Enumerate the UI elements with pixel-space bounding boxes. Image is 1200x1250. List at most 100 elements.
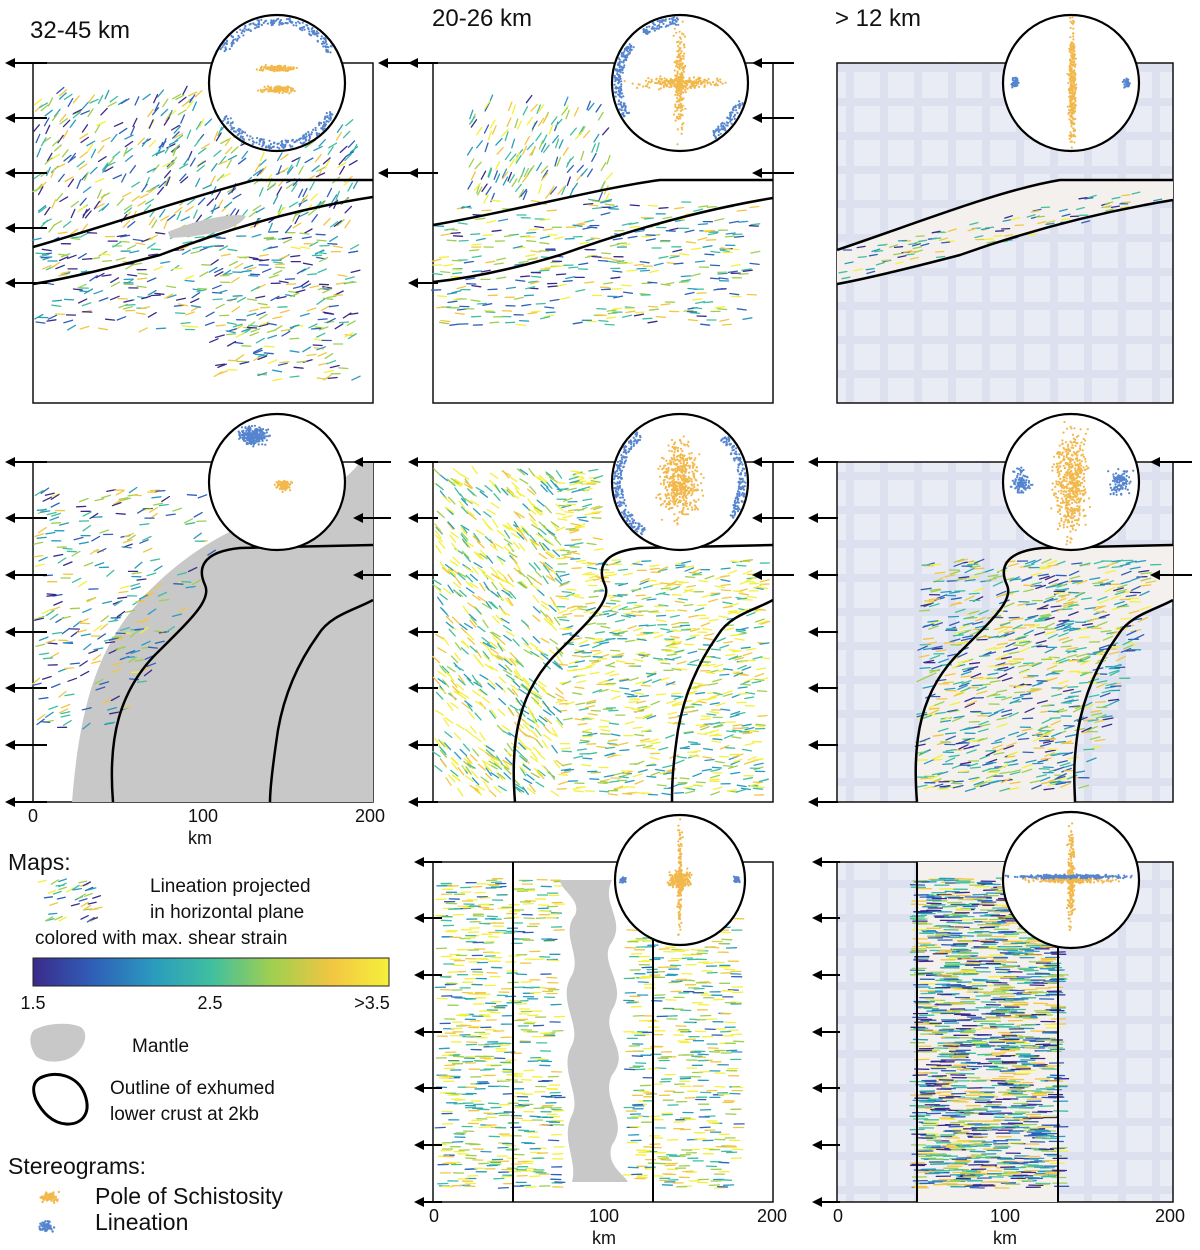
lineation-mark (516, 120, 523, 130)
lineation-mark (292, 222, 302, 229)
lineation-mark (749, 262, 760, 266)
lineation-mark (289, 350, 300, 353)
lineation-mark (318, 362, 329, 366)
lineation-mark (617, 261, 628, 265)
lineation-mark (239, 256, 250, 259)
lineation-mark (1060, 218, 1071, 221)
lineation-mark (299, 246, 310, 250)
lineation-mark (476, 140, 483, 149)
lineation-mark (316, 377, 327, 380)
lineation-mark (160, 260, 171, 264)
lineation-mark (122, 191, 132, 198)
lineation-mark (147, 311, 157, 318)
lineation-mark (301, 266, 311, 273)
lineation-mark (988, 665, 1000, 668)
lineation-mark (531, 120, 538, 130)
lineation-mark (348, 159, 358, 166)
lineation-mark (116, 316, 127, 321)
lineation-mark (112, 151, 121, 159)
lineation-mark (730, 264, 741, 267)
lineation-mark (714, 306, 725, 309)
lineation-mark (46, 152, 53, 162)
lineation-mark (298, 188, 304, 199)
lineation-mark (80, 136, 90, 144)
lineation-mark (495, 137, 503, 146)
lineation-mark (556, 616, 568, 619)
lineation-mark (622, 291, 634, 294)
lineation-mark (268, 274, 279, 279)
lineation-mark (675, 564, 686, 567)
lineation-mark (642, 317, 653, 320)
lineation-mark (518, 319, 530, 322)
lineation-mark (179, 173, 187, 182)
lineation-mark (258, 323, 269, 328)
lineation-mark (539, 269, 550, 272)
lineation-mark (645, 1093, 658, 1096)
lineation-mark (662, 216, 673, 220)
lineation-mark (556, 283, 567, 288)
lineation-mark (67, 324, 77, 331)
lineation-mark (576, 164, 584, 173)
lineation-mark (576, 516, 587, 519)
lineation-mark (552, 134, 559, 144)
lineation-mark (101, 162, 109, 171)
lineation-mark (709, 277, 721, 280)
lineation-mark (1044, 628, 1056, 631)
lineation-mark (666, 1162, 678, 1165)
lineation-mark (267, 334, 278, 339)
lineation-mark (148, 216, 156, 226)
lineation-mark (160, 215, 170, 222)
lineation-mark (222, 272, 233, 276)
lineation-mark (672, 1034, 685, 1037)
lineation-mark (311, 165, 320, 172)
lineation-mark (436, 295, 448, 298)
lineation-mark (309, 181, 315, 191)
lineation-mark (331, 194, 338, 204)
lineation-mark (241, 150, 249, 160)
lineation-mark (165, 176, 171, 187)
lineation-mark (132, 117, 138, 128)
lineation-mark (514, 263, 525, 266)
lineation-mark (138, 327, 148, 333)
lineation-mark (53, 144, 62, 152)
lineation-mark (597, 111, 604, 121)
lineation-mark (671, 695, 682, 698)
lineation-mark (40, 219, 49, 228)
lineation-mark (36, 536, 47, 539)
lineation-mark (263, 352, 274, 355)
lineation-mark (905, 253, 915, 256)
lineation-mark (257, 372, 268, 377)
lineation-mark (470, 299, 481, 302)
lineation-mark (132, 262, 143, 266)
lineation-mark (38, 206, 47, 214)
lineation-mark (326, 187, 333, 198)
column-title-3: > 12 km (835, 5, 921, 32)
mantle-body (168, 215, 246, 238)
lineation-mark (77, 283, 87, 289)
lineation-mark (312, 344, 323, 347)
lineation-mark (1014, 691, 1026, 694)
lineation-mark (722, 764, 734, 768)
lineation-mark (698, 205, 709, 208)
lineation-mark (633, 710, 644, 713)
lineation-mark (310, 327, 322, 330)
lineation-mark (154, 292, 165, 295)
lineation-mark (695, 781, 707, 784)
lineation-mark (97, 94, 104, 105)
lineation-mark (713, 961, 725, 964)
lineation-mark (569, 546, 580, 548)
lineation-mark (575, 472, 586, 475)
lineation-mark (185, 205, 194, 213)
lineation-mark (476, 302, 488, 305)
lineation-mark (648, 269, 659, 274)
lineation-mark (32, 124, 40, 133)
lineation-mark (116, 234, 127, 238)
lineation-mark (210, 259, 219, 266)
lineation-mark (79, 133, 89, 140)
lineation-mark (647, 204, 659, 207)
lineation-mark (447, 300, 458, 304)
lineation-mark (250, 328, 261, 333)
lineation-mark (151, 219, 158, 229)
lineation-mark (646, 775, 657, 778)
